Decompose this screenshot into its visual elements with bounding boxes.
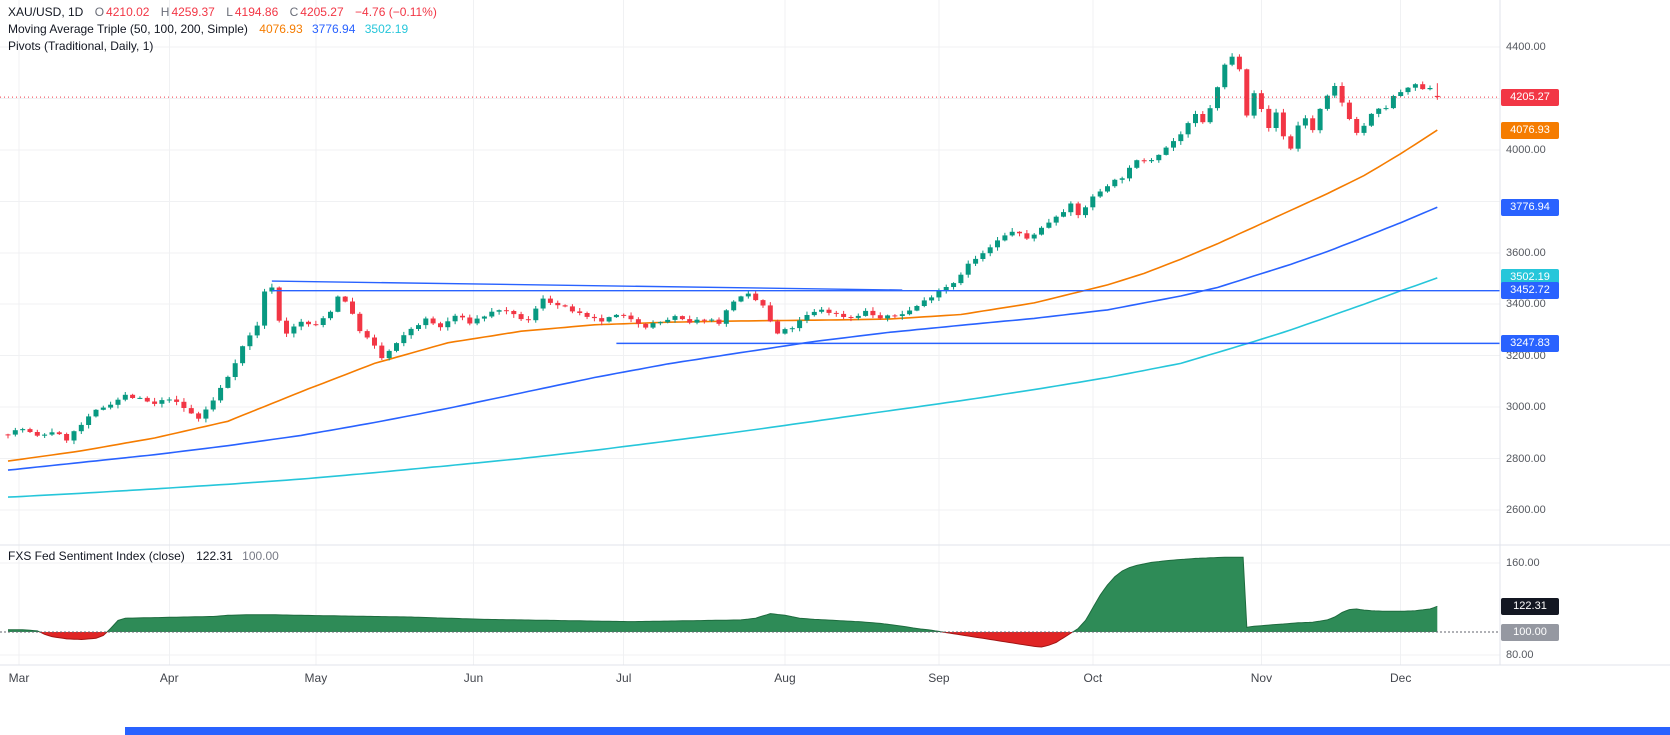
sentiment-tick-label: 160.00 (1506, 557, 1540, 569)
trendline[interactable] (271, 280, 903, 291)
time-tick-label: Jul (616, 671, 632, 685)
ma50-line (7, 129, 1438, 462)
bottom-blue-strip (125, 727, 1670, 735)
time-tick-label: Aug (774, 671, 796, 685)
price-tick-label: 3000.00 (1506, 401, 1546, 414)
ma100-value: 3776.94 (312, 22, 356, 36)
time-tick-label: Jun (463, 671, 484, 685)
price-tick-label: 3600.00 (1506, 246, 1546, 259)
price-tick-label: 3200.00 (1506, 349, 1546, 362)
sentiment-value: 122.31 (196, 549, 233, 563)
high-value: 4259.37 (171, 5, 215, 19)
time-tick-label: Oct (1083, 671, 1103, 685)
gridlines (0, 0, 1500, 665)
time-axis[interactable]: Mar Apr May Jun Jul Aug Sep Oct Nov Dec (0, 665, 1670, 695)
low-label: L (226, 5, 233, 19)
ma-indicator-legend[interactable]: Moving Average Triple (50, 100, 200, Sim… (8, 22, 408, 36)
ma50-value: 4076.93 (259, 22, 303, 36)
pivots-indicator-name: Pivots (Traditional, Daily, 1) (8, 39, 154, 53)
moving-averages (7, 129, 1438, 498)
time-tick-label: Mar (8, 671, 30, 685)
ma200-value: 3502.19 (364, 22, 409, 36)
time-tick-label: Nov (1250, 671, 1273, 685)
price-tick-label: 2800.00 (1506, 452, 1546, 465)
pivots-indicator-legend[interactable]: Pivots (Traditional, Daily, 1) (8, 39, 153, 53)
sentiment-area-positive (8, 557, 1438, 632)
price-tick-label: 4000.00 (1506, 143, 1546, 156)
symbol-name: XAU/USD, 1D (8, 5, 84, 19)
main-series-legend[interactable]: XAU/USD, 1D O 4210.02 H 4259.37 L 4194.86 C… (8, 5, 437, 19)
time-tick-label: Dec (1390, 671, 1412, 685)
open-label: O (94, 5, 105, 19)
time-tick-label: May (304, 671, 328, 685)
sentiment-baseline-value: 100.00 (242, 549, 279, 563)
candlestick-series (5, 53, 1440, 445)
price-tick-label: 4400.00 (1506, 41, 1546, 53)
sentiment-tick-label: 80.00 (1506, 649, 1534, 661)
drawings (271, 280, 1500, 345)
price-axis[interactable]: 4400.00 4000.00 3600.00 3400.00 3200.00 3000.… (1500, 0, 1670, 665)
sentiment-indicator (0, 556, 1500, 648)
ma100-line (7, 206, 1438, 471)
ma-indicator-name: Moving Average Triple (50, 100, 200, Sim… (8, 22, 248, 36)
close-label: C (289, 5, 299, 19)
sentiment-indicator-legend[interactable]: FXS Fed Sentiment Index (close) 122.31 1… (8, 549, 279, 563)
sentiment-indicator-name: FXS Fed Sentiment Index (close) (8, 549, 185, 563)
high-label: H (160, 5, 170, 19)
price-tick-label: 2600.00 (1506, 504, 1546, 516)
time-tick-label: Apr (159, 671, 179, 685)
open-value: 4210.02 (106, 5, 150, 19)
change-value: −4.76 (−0.11%) (355, 5, 437, 19)
low-value: 4194.86 (234, 5, 279, 19)
time-tick-label: Sep (928, 671, 950, 685)
close-value: 4205.27 (300, 5, 344, 19)
ma200-line (7, 277, 1438, 498)
price-tick-label: 3400.00 (1506, 298, 1546, 311)
